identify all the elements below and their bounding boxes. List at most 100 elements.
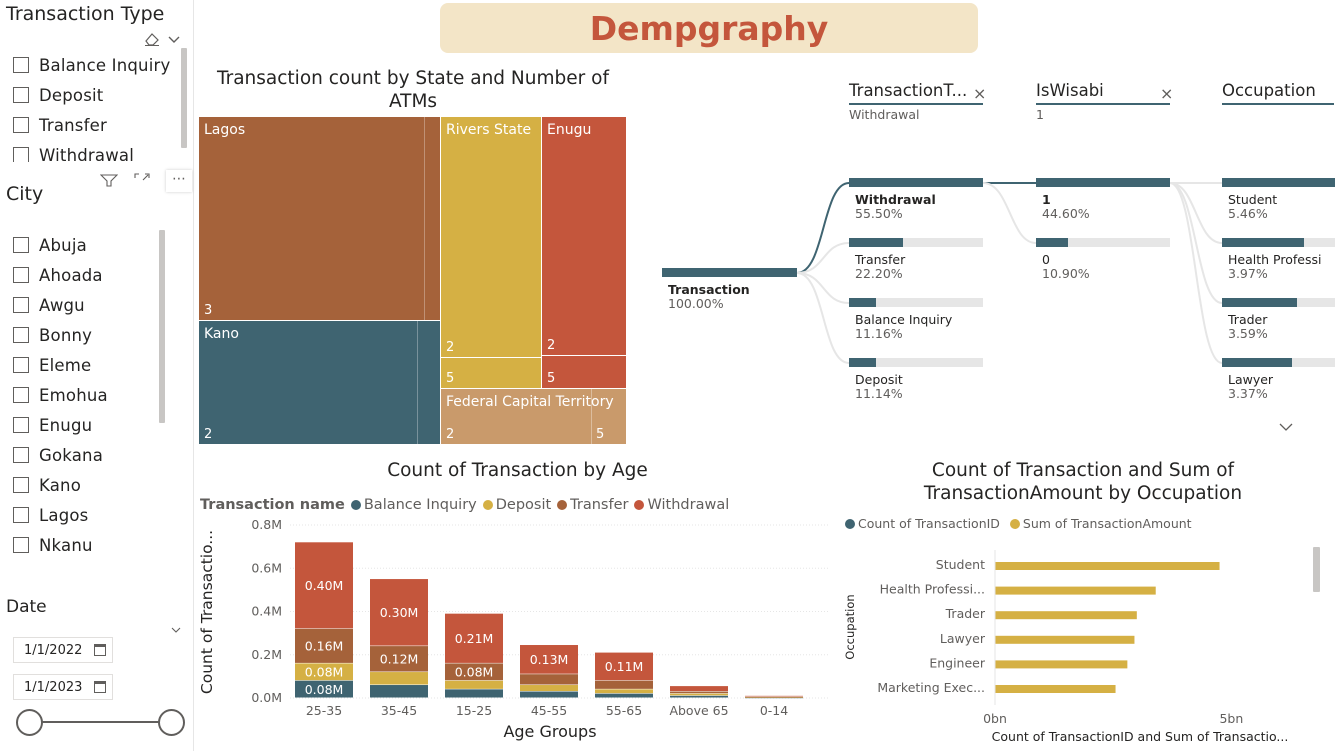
decomp-root-bar[interactable] bbox=[662, 268, 797, 277]
checkbox[interactable] bbox=[13, 117, 29, 133]
decomp-node-bar-track[interactable] bbox=[849, 298, 983, 307]
bar-segment[interactable] bbox=[595, 689, 653, 694]
decomp-node-bar-track[interactable] bbox=[849, 358, 983, 367]
start-date-input[interactable]: 1/1/2022 bbox=[13, 637, 113, 663]
decomp-header-iswisabi[interactable]: IsWisabi bbox=[1036, 81, 1170, 105]
bar-segment[interactable] bbox=[595, 693, 653, 698]
bar[interactable] bbox=[995, 611, 1137, 620]
treemap-tile-lagos[interactable]: Lagos 3 bbox=[199, 117, 440, 320]
slicer-item[interactable]: Withdrawal bbox=[13, 144, 134, 162]
bar-segment[interactable] bbox=[595, 680, 653, 689]
checkbox[interactable] bbox=[13, 297, 29, 313]
close-icon[interactable]: × bbox=[973, 84, 987, 103]
checkbox[interactable] bbox=[13, 357, 29, 373]
treemap-tile-fct[interactable]: Federal Capital Territory 2 5 bbox=[441, 389, 626, 444]
bar[interactable] bbox=[995, 660, 1128, 669]
slicer-item[interactable]: Eleme bbox=[13, 354, 91, 376]
bar-segment[interactable] bbox=[445, 663, 503, 681]
bar-segment[interactable] bbox=[445, 680, 503, 689]
checkbox[interactable] bbox=[13, 507, 29, 523]
slicer-item[interactable]: Gokana bbox=[13, 444, 103, 466]
bar-segment[interactable] bbox=[745, 695, 803, 697]
bar-segment[interactable] bbox=[745, 696, 803, 698]
calendar-icon[interactable] bbox=[94, 681, 106, 693]
chevron-down-icon[interactable] bbox=[167, 31, 181, 43]
slicer-item[interactable]: Enugu bbox=[13, 414, 92, 436]
checkbox[interactable] bbox=[13, 57, 29, 73]
bar-segment[interactable] bbox=[370, 646, 428, 672]
close-icon[interactable]: × bbox=[1160, 84, 1174, 103]
treemap-tile-enugu-5[interactable]: 5 bbox=[542, 356, 626, 388]
bar-segment[interactable] bbox=[520, 691, 578, 698]
checkbox[interactable] bbox=[13, 147, 29, 162]
slicer-item[interactable]: Ahoada bbox=[13, 264, 103, 286]
decomp-header-occupation[interactable]: Occupation bbox=[1222, 81, 1334, 105]
bar[interactable] bbox=[995, 586, 1156, 595]
date-range-start-handle[interactable] bbox=[16, 709, 43, 736]
decomp-node-bar-track[interactable] bbox=[1036, 238, 1170, 247]
slicer-item[interactable]: Awgu bbox=[13, 294, 85, 316]
date-range-end-handle[interactable] bbox=[158, 709, 185, 736]
checkbox[interactable] bbox=[13, 417, 29, 433]
bar-segment[interactable] bbox=[445, 613, 503, 663]
treemap-tile-enugu[interactable]: Enugu 2 bbox=[542, 117, 626, 355]
slicer-item[interactable]: Abuja bbox=[13, 234, 87, 256]
bar-segment[interactable] bbox=[520, 674, 578, 685]
city-scrollbar[interactable] bbox=[159, 230, 165, 423]
treemap-tile-rivers-state-5[interactable]: 5 bbox=[441, 358, 541, 388]
filter-icon[interactable] bbox=[99, 172, 119, 187]
checkbox[interactable] bbox=[13, 237, 29, 253]
bar-segment[interactable] bbox=[295, 663, 353, 681]
decomp-node-bar[interactable] bbox=[1036, 178, 1170, 187]
decomp-node-bar[interactable] bbox=[849, 238, 903, 247]
checkbox[interactable] bbox=[13, 327, 29, 343]
bar-segment[interactable] bbox=[670, 691, 728, 694]
decomp-node-bar[interactable] bbox=[849, 178, 983, 187]
bar-segment[interactable] bbox=[670, 695, 728, 698]
bar-segment[interactable] bbox=[745, 697, 803, 698]
bar-segment[interactable] bbox=[295, 628, 353, 663]
focus-mode-icon[interactable] bbox=[134, 172, 150, 186]
chevron-down-icon[interactable] bbox=[1279, 417, 1293, 431]
bar-segment[interactable] bbox=[445, 689, 503, 698]
decomp-node-bar-track[interactable] bbox=[849, 238, 983, 247]
bar[interactable] bbox=[995, 685, 1116, 693]
decomp-node-bar[interactable] bbox=[1036, 238, 1068, 247]
checkbox[interactable] bbox=[13, 387, 29, 403]
bar-segment[interactable] bbox=[295, 680, 353, 698]
treemap-tile-rivers-state[interactable]: Rivers State 2 bbox=[441, 117, 541, 357]
bar-segment[interactable] bbox=[595, 652, 653, 681]
checkbox[interactable] bbox=[13, 477, 29, 493]
chevron-down-icon[interactable] bbox=[170, 620, 182, 633]
slicer-item[interactable]: Balance Inquiry bbox=[13, 54, 170, 76]
bar[interactable] bbox=[995, 635, 1135, 644]
decomp-node-bar[interactable] bbox=[1222, 358, 1292, 367]
decomp-node-bar[interactable] bbox=[849, 358, 876, 367]
decomp-header-transaction-type[interactable]: TransactionT... bbox=[849, 81, 983, 105]
checkbox[interactable] bbox=[13, 87, 29, 103]
eraser-icon[interactable] bbox=[144, 31, 160, 46]
checkbox[interactable] bbox=[13, 267, 29, 283]
bar-segment[interactable] bbox=[370, 579, 428, 646]
end-date-input[interactable]: 1/1/2023 bbox=[13, 674, 113, 700]
checkbox[interactable] bbox=[13, 447, 29, 463]
slicer-item[interactable]: Nkanu bbox=[13, 534, 93, 556]
slicer-item[interactable]: Kano bbox=[13, 474, 81, 496]
more-options-icon[interactable]: ⋯ bbox=[166, 170, 192, 192]
checkbox[interactable] bbox=[13, 537, 29, 553]
slicer-item[interactable]: Emohua bbox=[13, 384, 108, 406]
bar-segment[interactable] bbox=[295, 542, 353, 629]
bar-segment[interactable] bbox=[745, 697, 803, 699]
slicer-item[interactable]: Bonny bbox=[13, 324, 92, 346]
slicer-item[interactable]: Lagos bbox=[13, 504, 88, 526]
slicer-item[interactable]: Transfer bbox=[13, 114, 107, 136]
decomp-node-bar[interactable] bbox=[849, 298, 876, 307]
bar-segment[interactable] bbox=[670, 693, 728, 696]
decomp-node-bar[interactable] bbox=[1222, 238, 1304, 247]
bar-segment[interactable] bbox=[370, 672, 428, 685]
bar-segment[interactable] bbox=[670, 686, 728, 692]
bar-segment[interactable] bbox=[520, 685, 578, 692]
transaction-type-scrollbar[interactable] bbox=[181, 48, 187, 148]
bar[interactable] bbox=[995, 562, 1220, 570]
slicer-item[interactable]: Deposit bbox=[13, 84, 103, 106]
